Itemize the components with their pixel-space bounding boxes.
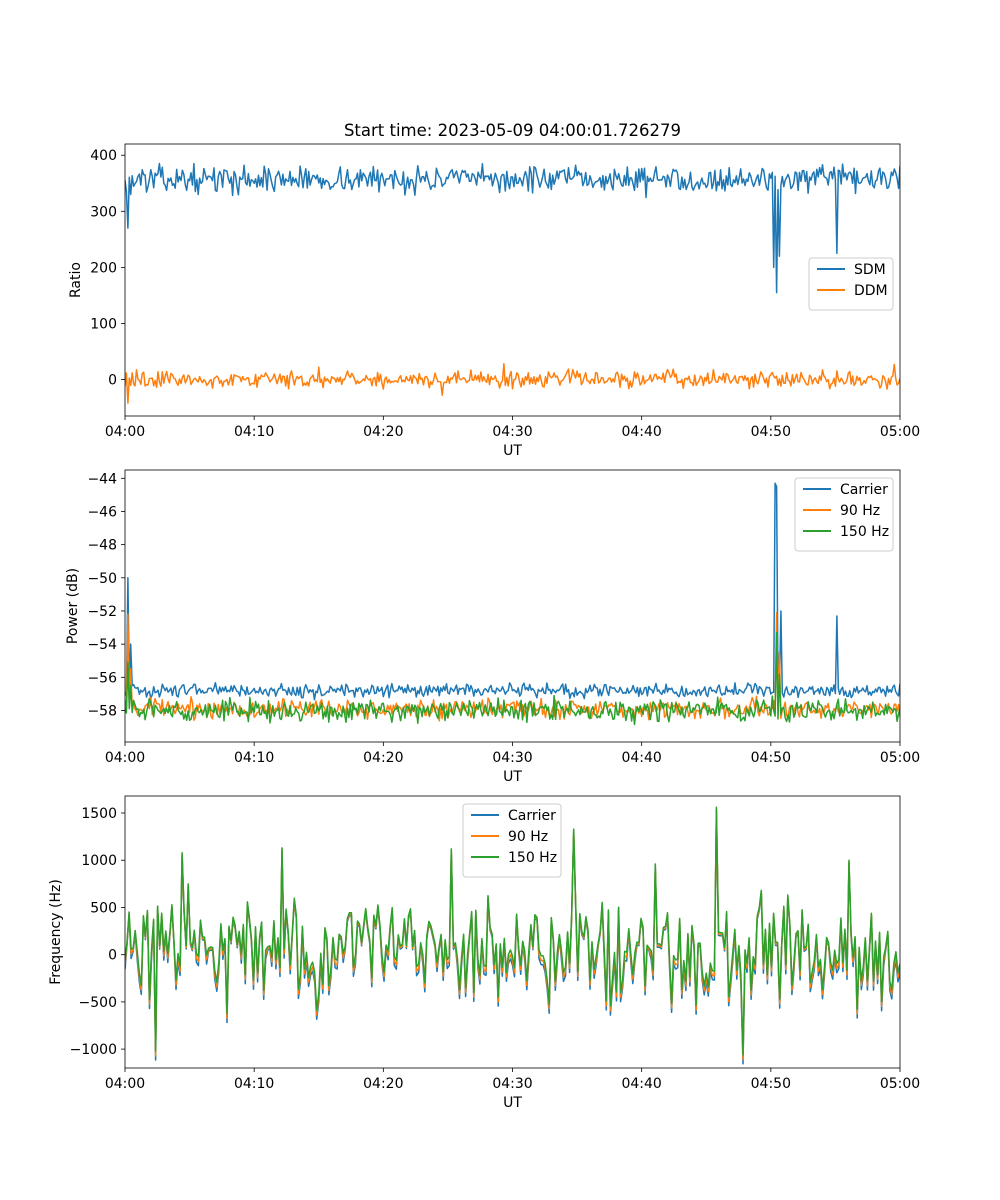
y-tick-label: −50 bbox=[87, 571, 117, 587]
x-axis-label: UT bbox=[503, 1095, 522, 1111]
series-line-ddm bbox=[125, 363, 900, 404]
x-tick-label: 04:40 bbox=[621, 750, 661, 766]
series-line-carrier bbox=[125, 482, 900, 701]
x-tick-label: 04:30 bbox=[492, 750, 532, 766]
legend-label: 150 Hz bbox=[840, 524, 889, 540]
y-tick-label: −500 bbox=[79, 995, 117, 1011]
y-tick-label: 100 bbox=[90, 316, 117, 332]
series-line-150-hz bbox=[125, 631, 900, 726]
legend-label: Carrier bbox=[840, 482, 888, 498]
series-lines bbox=[125, 162, 900, 404]
x-tick-label: 05:00 bbox=[880, 424, 920, 440]
legend: Carrier 90 Hz 150 Hz bbox=[462, 803, 562, 878]
legend-label: 90 Hz bbox=[508, 829, 548, 845]
chart-panel-3: 04:00 04:10 04:20 04:30 04:40 04:50 05:00 −1000… bbox=[48, 795, 920, 1111]
legend-label: SDM bbox=[854, 262, 886, 278]
x-tick-label: 04:00 bbox=[105, 1076, 145, 1092]
x-tick-label: 04:10 bbox=[234, 424, 274, 440]
x-tick-label: 04:20 bbox=[363, 1076, 403, 1092]
x-tick-label: 04:50 bbox=[751, 1076, 791, 1092]
y-tick-label: 500 bbox=[90, 900, 117, 916]
legend-box bbox=[794, 477, 894, 552]
x-tick-label: 04:20 bbox=[363, 750, 403, 766]
x-tick-label: 04:50 bbox=[751, 750, 791, 766]
legend-label: Carrier bbox=[508, 808, 556, 824]
x-tick-label: 04:30 bbox=[492, 424, 532, 440]
figure-title: Start time: 2023-05-09 04:00:01.726279 bbox=[344, 121, 681, 140]
y-tick-label: −58 bbox=[87, 703, 117, 719]
series-line-sdm bbox=[125, 162, 900, 294]
x-tick-label: 04:00 bbox=[105, 424, 145, 440]
x-tick-label: 04:20 bbox=[363, 424, 403, 440]
y-tick-label: 0 bbox=[108, 373, 117, 389]
x-tick-label: 04:40 bbox=[621, 1076, 661, 1092]
chart-panel-1: 04:00 04:10 04:20 04:30 04:40 04:50 05:00 0 100 2… bbox=[68, 143, 920, 459]
series-lines bbox=[125, 806, 900, 1065]
y-tick-label: −48 bbox=[87, 538, 117, 554]
x-tick-label: 04:30 bbox=[492, 1076, 532, 1092]
y-tick-label: −1000 bbox=[70, 1042, 117, 1058]
series-line-150-hz bbox=[125, 806, 900, 1056]
legend: Carrier 90 Hz 150 Hz bbox=[794, 477, 894, 552]
series-lines bbox=[125, 482, 900, 726]
y-tick-label: −46 bbox=[87, 504, 117, 520]
y-tick-label: 400 bbox=[90, 148, 117, 164]
x-tick-label: 04:40 bbox=[621, 424, 661, 440]
legend-label: 90 Hz bbox=[840, 503, 880, 519]
y-tick-label: 1500 bbox=[81, 806, 117, 822]
y-tick-label: 200 bbox=[90, 260, 117, 276]
y-axis-label: Ratio bbox=[68, 262, 84, 298]
x-tick-label: 05:00 bbox=[880, 750, 920, 766]
x-tick-label: 04:00 bbox=[105, 750, 145, 766]
x-tick-label: 04:10 bbox=[234, 750, 274, 766]
legend-box bbox=[808, 257, 894, 311]
y-axis-label: Power (dB) bbox=[65, 568, 81, 644]
legend-label: DDM bbox=[854, 283, 888, 299]
y-tick-label: 300 bbox=[90, 204, 117, 220]
y-tick-label: −54 bbox=[87, 637, 117, 653]
x-tick-label: 04:10 bbox=[234, 1076, 274, 1092]
y-axis-label: Frequency (Hz) bbox=[48, 879, 64, 985]
panels: 04:00 04:10 04:20 04:30 04:40 04:50 05:00 0 100 2… bbox=[48, 143, 920, 1111]
legend-label: 150 Hz bbox=[508, 850, 557, 866]
x-axis-label: UT bbox=[503, 443, 522, 459]
chart-panel-2: 04:00 04:10 04:20 04:30 04:40 04:50 05:00 −44 −4… bbox=[65, 469, 920, 785]
y-tick-label: 0 bbox=[108, 948, 117, 964]
y-tick-label: −44 bbox=[87, 471, 117, 487]
y-tick-label: −56 bbox=[87, 670, 117, 686]
x-tick-label: 05:00 bbox=[880, 1076, 920, 1092]
legend: SDM DDM bbox=[808, 257, 894, 311]
x-axis-label: UT bbox=[503, 769, 522, 785]
x-tick-label: 04:50 bbox=[751, 424, 791, 440]
y-tick-label: −52 bbox=[87, 604, 117, 620]
legend-box bbox=[462, 803, 562, 878]
y-tick-label: 1000 bbox=[81, 853, 117, 869]
